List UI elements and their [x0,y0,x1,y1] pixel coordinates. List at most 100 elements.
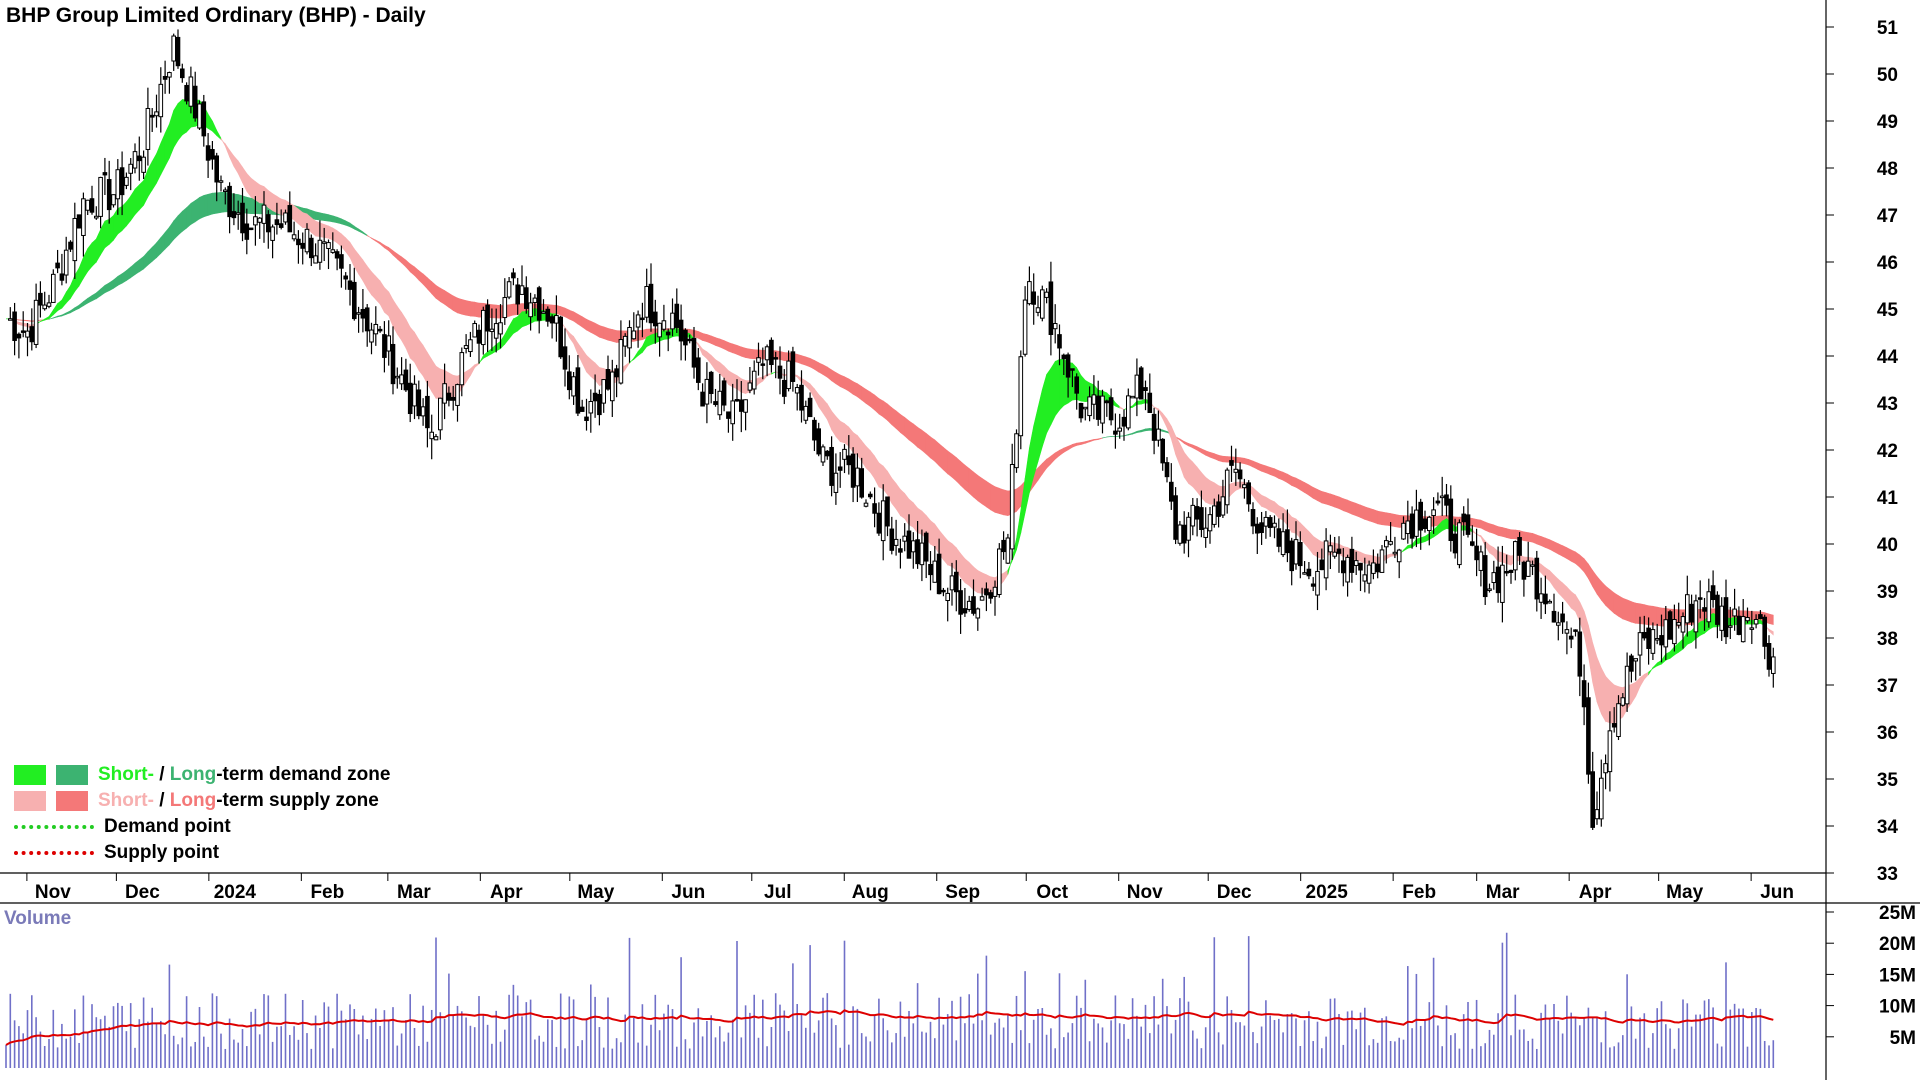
long-term-zone-segment [1360,504,1366,520]
candle-body [1758,614,1763,620]
long-term-zone-segment [1377,510,1383,526]
candle-body [1160,438,1166,464]
short-term-zone-segment [1192,461,1198,493]
long-term-zone-segment [611,329,617,343]
candle-body [382,334,387,358]
long-term-zone-segment [599,325,605,339]
short-term-zone-segment [1201,471,1206,504]
candle-body [1242,484,1247,489]
legend-demand-point: Demand point [14,814,390,840]
long-term-zone-segment [814,359,820,373]
short-term-zone-segment [766,373,772,377]
short-term-zone-segment [1265,496,1271,512]
long-term-zone-segment [938,443,944,471]
long-term-zone-segment [151,242,157,262]
candle-body [1439,495,1445,499]
legend: Short- / Long -term demand zone Short- /… [14,762,390,866]
short-term-zone-segment [1252,487,1258,503]
short-term-zone-segment [594,362,600,387]
short-term-zone-segment [1188,457,1194,488]
long-term-zone-segment [882,400,888,422]
long-term-zone-segment [1536,534,1542,547]
long-term-zone-segment [1312,486,1318,502]
candle-body [68,241,73,250]
candle-body [1448,498,1454,541]
short-term-zone-segment [719,361,725,380]
x-tick-label: 2024 [214,882,257,903]
candle-body [1186,516,1191,541]
long-term-zone-segment [1235,456,1241,464]
short-term-zone-segment [710,354,716,372]
long-term-zone-segment [83,297,88,307]
candle-body [1693,600,1699,633]
candle-body [730,400,736,425]
long-term-zone-segment [375,239,381,245]
short-term-zone-segment [1257,491,1262,508]
long-term-zone-segment [594,322,600,338]
long-term-zone-segment [1252,460,1258,470]
short-term-zone-segment [108,214,114,246]
candle-body [1732,608,1737,617]
short-term-zone-segment [1355,550,1361,562]
long-term-zone-segment [1097,437,1103,440]
long-term-zone-segment [917,426,923,451]
candle-body [1332,551,1338,557]
candle-body [756,357,761,363]
candle-body [1285,529,1290,554]
candle-body [214,155,219,183]
short-term-zone [5,95,1774,725]
candle-body [244,223,250,240]
candle-body [476,329,482,344]
candle-body [1151,413,1157,441]
candle-body [1031,291,1037,305]
long-term-zone-segment [573,311,579,325]
short-term-zone-segment [255,181,261,204]
long-term-zone-segment [1622,597,1628,621]
short-term-zone-segment [1493,546,1499,563]
short-term-zone-segment [1570,590,1576,613]
short-term-zone-segment [427,351,433,393]
short-term-zone-segment [1609,680,1615,724]
short-term-zone-segment [646,334,652,348]
candle-body [554,315,559,324]
short-term-zone-segment [22,322,28,327]
long-term-zone-segment [1631,601,1636,624]
long-term-zone-segment [736,344,742,357]
candle-body [743,399,748,413]
candle-body [1409,513,1415,539]
candle-body [898,548,903,553]
candle-body [1263,516,1269,527]
candle-body [1452,533,1458,554]
short-term-zone-segment [1360,551,1366,564]
long-term-zone-segment [1532,532,1538,545]
legend-supply-rest: -term supply zone [216,790,379,811]
candle-body [141,156,146,173]
candle-body [519,285,525,295]
short-term-zone-segment [272,193,278,214]
candle-body [872,503,877,514]
long-term-zone-segment [1558,543,1563,557]
long-term-zone-segment [1059,447,1065,457]
legend-short-demand: Short- [98,764,154,785]
candle-body [1771,656,1776,674]
short-term-zone-segment [912,501,918,534]
legend-sep: / [153,790,170,811]
long-term-zone-segment [1592,569,1598,596]
long-term-zone-segment [1596,575,1602,601]
candle-body [498,322,503,335]
short-term-zone-segment [831,410,837,438]
long-term-zone-segment [887,403,893,426]
long-term-zone-segment [1209,451,1215,460]
short-term-zone-segment [1592,642,1598,703]
candle-body [704,378,710,405]
long-term-zone-segment [568,309,574,322]
long-term-zone-segment [697,331,703,341]
long-term-zone-segment [1368,507,1374,523]
candle-body [167,72,172,78]
short-term-zone-segment [100,220,106,256]
short-term-zone-segment [396,305,402,342]
long-term-zone-segment [1583,557,1589,580]
long-term-zone-segment [1601,580,1606,607]
chart-title: BHP Group Limited Ordinary (BHP) - Daily [6,4,426,27]
